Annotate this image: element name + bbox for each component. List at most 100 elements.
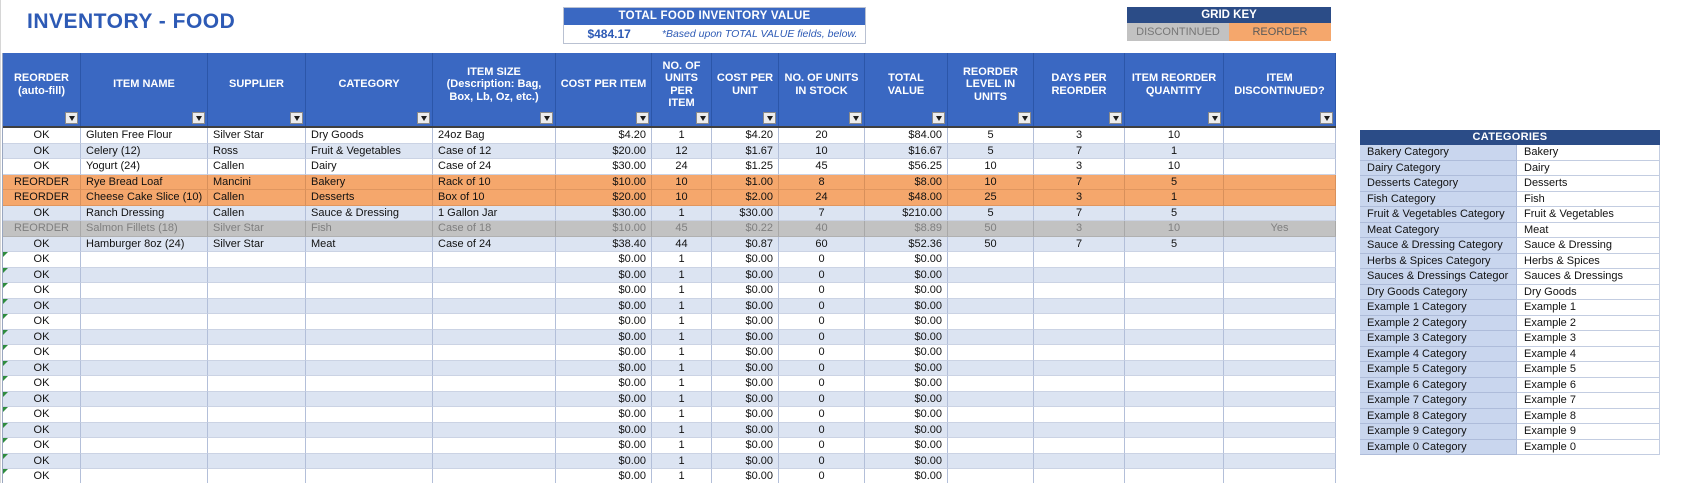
- cell-item-name[interactable]: Hamburger 8oz (24): [81, 236, 208, 252]
- category-label-cell[interactable]: Example 8 Category: [1360, 408, 1517, 424]
- cell-cost-per-unit[interactable]: $0.22: [712, 221, 779, 237]
- cell-total-value[interactable]: $0.00: [865, 376, 948, 392]
- category-label-cell[interactable]: Dry Goods Category: [1360, 284, 1517, 300]
- cell-reorder[interactable]: OK: [3, 469, 81, 483]
- cell-discontinued[interactable]: [1224, 407, 1336, 423]
- cell-total-value[interactable]: $0.00: [865, 298, 948, 314]
- cell-discontinued[interactable]: [1224, 453, 1336, 469]
- column-header-item-size[interactable]: ITEM SIZE (Description: Bag, Box, Lb, Oz…: [433, 53, 556, 126]
- cell-units-per-item[interactable]: 1: [652, 438, 712, 454]
- cell-cost-per-item[interactable]: $38.40: [556, 236, 652, 252]
- cell-cost-per-item[interactable]: $0.00: [556, 283, 652, 299]
- cell-item-name[interactable]: [81, 422, 208, 438]
- cell-item-name[interactable]: Rye Bread Loaf: [81, 174, 208, 190]
- cell-category[interactable]: [306, 453, 433, 469]
- cell-total-value[interactable]: $0.00: [865, 267, 948, 283]
- cell-cost-per-item[interactable]: $0.00: [556, 298, 652, 314]
- cell-cost-per-item[interactable]: $20.00: [556, 190, 652, 206]
- cell-units-per-item[interactable]: 1: [652, 407, 712, 423]
- cell-reorder-quantity[interactable]: 10: [1125, 128, 1224, 144]
- cell-reorder-quantity[interactable]: 10: [1125, 159, 1224, 175]
- cell-units-in-stock[interactable]: 0: [779, 407, 865, 423]
- category-value-cell[interactable]: Fruit & Vegetables: [1517, 207, 1660, 223]
- cell-units-per-item[interactable]: 1: [652, 376, 712, 392]
- cell-days-per-reorder[interactable]: 7: [1034, 236, 1125, 252]
- cell-item-size[interactable]: [433, 422, 556, 438]
- cell-days-per-reorder[interactable]: [1034, 407, 1125, 423]
- cell-reorder-level[interactable]: 10: [948, 159, 1034, 175]
- cell-item-name[interactable]: [81, 314, 208, 330]
- cell-units-in-stock[interactable]: 0: [779, 345, 865, 361]
- cell-reorder[interactable]: OK: [3, 360, 81, 376]
- cell-units-per-item[interactable]: 1: [652, 345, 712, 361]
- cell-days-per-reorder[interactable]: [1034, 469, 1125, 483]
- cell-reorder-quantity[interactable]: 5: [1125, 205, 1224, 221]
- cell-category[interactable]: Desserts: [306, 190, 433, 206]
- cell-reorder-quantity[interactable]: [1125, 252, 1224, 268]
- filter-dropdown-icon[interactable]: [1208, 112, 1221, 124]
- cell-reorder[interactable]: REORDER: [3, 174, 81, 190]
- column-header-days-per-reorder[interactable]: DAYS PER REORDER: [1034, 53, 1125, 126]
- cell-supplier[interactable]: Silver Star: [208, 221, 306, 237]
- cell-discontinued[interactable]: [1224, 174, 1336, 190]
- column-header-reorder-level[interactable]: REORDER LEVEL IN UNITS: [948, 53, 1034, 126]
- cell-reorder-level[interactable]: [948, 360, 1034, 376]
- cell-supplier[interactable]: [208, 453, 306, 469]
- cell-reorder-level[interactable]: 25: [948, 190, 1034, 206]
- category-label-cell[interactable]: Example 7 Category: [1360, 393, 1517, 409]
- cell-units-in-stock[interactable]: 0: [779, 438, 865, 454]
- cell-reorder[interactable]: OK: [3, 236, 81, 252]
- cell-total-value[interactable]: $210.00: [865, 205, 948, 221]
- cell-category[interactable]: Meat: [306, 236, 433, 252]
- cell-days-per-reorder[interactable]: [1034, 267, 1125, 283]
- cell-supplier[interactable]: [208, 438, 306, 454]
- cell-reorder-level[interactable]: [948, 376, 1034, 392]
- cell-units-per-item[interactable]: 1: [652, 267, 712, 283]
- cell-units-in-stock[interactable]: 7: [779, 205, 865, 221]
- cell-cost-per-item[interactable]: $0.00: [556, 391, 652, 407]
- category-value-cell[interactable]: Sauces & Dressings: [1517, 269, 1660, 285]
- cell-supplier[interactable]: Silver Star: [208, 128, 306, 144]
- cell-units-in-stock[interactable]: 0: [779, 283, 865, 299]
- cell-reorder[interactable]: OK: [3, 329, 81, 345]
- cell-units-per-item[interactable]: 1: [652, 329, 712, 345]
- cell-reorder-level[interactable]: [948, 298, 1034, 314]
- category-value-cell[interactable]: Example 3: [1517, 331, 1660, 347]
- cell-reorder[interactable]: OK: [3, 376, 81, 392]
- cell-item-size[interactable]: Rack of 10: [433, 174, 556, 190]
- cell-units-per-item[interactable]: 1: [652, 314, 712, 330]
- cell-supplier[interactable]: [208, 252, 306, 268]
- cell-reorder[interactable]: OK: [3, 283, 81, 299]
- cell-discontinued[interactable]: [1224, 329, 1336, 345]
- cell-reorder-quantity[interactable]: [1125, 469, 1224, 483]
- cell-reorder-quantity[interactable]: 1: [1125, 190, 1224, 206]
- cell-supplier[interactable]: Callen: [208, 190, 306, 206]
- filter-dropdown-icon[interactable]: [540, 112, 553, 124]
- category-value-cell[interactable]: Sauce & Dressing: [1517, 238, 1660, 254]
- cell-reorder-quantity[interactable]: [1125, 360, 1224, 376]
- cell-days-per-reorder[interactable]: [1034, 438, 1125, 454]
- category-label-cell[interactable]: Example 1 Category: [1360, 300, 1517, 316]
- cell-discontinued[interactable]: [1224, 360, 1336, 376]
- cell-reorder[interactable]: OK: [3, 267, 81, 283]
- cell-reorder-quantity[interactable]: [1125, 391, 1224, 407]
- cell-category[interactable]: [306, 407, 433, 423]
- cell-item-size[interactable]: [433, 314, 556, 330]
- cell-category[interactable]: [306, 267, 433, 283]
- cell-reorder[interactable]: OK: [3, 438, 81, 454]
- cell-reorder[interactable]: OK: [3, 143, 81, 159]
- cell-item-name[interactable]: [81, 345, 208, 361]
- cell-discontinued[interactable]: [1224, 236, 1336, 252]
- cell-cost-per-unit[interactable]: $4.20: [712, 128, 779, 144]
- category-value-cell[interactable]: Example 9: [1517, 424, 1660, 440]
- column-header-total-value[interactable]: TOTAL VALUE: [865, 53, 948, 126]
- cell-total-value[interactable]: $0.00: [865, 391, 948, 407]
- cell-item-name[interactable]: [81, 391, 208, 407]
- cell-days-per-reorder[interactable]: 3: [1034, 159, 1125, 175]
- cell-total-value[interactable]: $48.00: [865, 190, 948, 206]
- cell-units-in-stock[interactable]: 0: [779, 453, 865, 469]
- cell-cost-per-item[interactable]: $0.00: [556, 422, 652, 438]
- category-value-cell[interactable]: Example 4: [1517, 346, 1660, 362]
- category-label-cell[interactable]: Example 2 Category: [1360, 315, 1517, 331]
- cell-reorder-level[interactable]: [948, 345, 1034, 361]
